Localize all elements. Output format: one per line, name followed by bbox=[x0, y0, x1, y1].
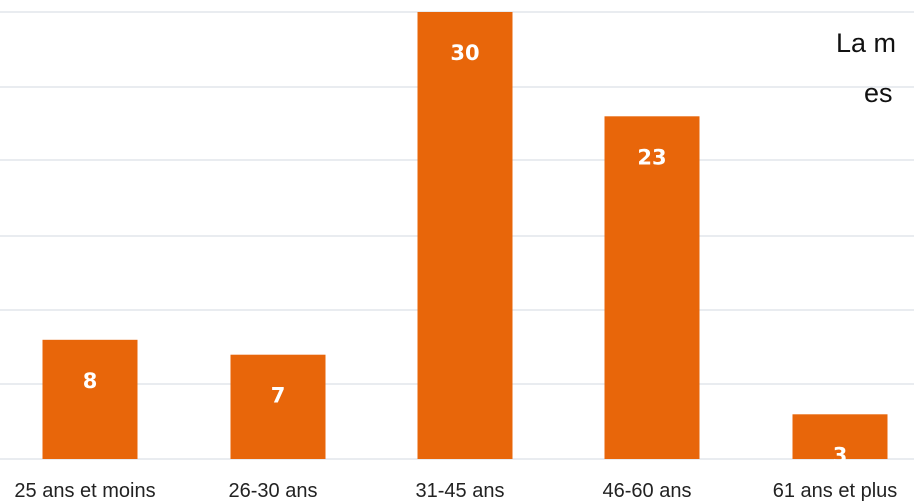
x-tick-label: 61 ans et plus bbox=[773, 480, 898, 502]
x-tick-label: 26-30 ans bbox=[229, 480, 318, 502]
x-tick-label: 46-60 ans bbox=[603, 480, 692, 502]
x-tick-label: 31-45 ans bbox=[416, 480, 505, 502]
data-label: 8 bbox=[83, 369, 98, 393]
bars bbox=[42, 12, 888, 460]
x-tick-label: 25 ans et moins bbox=[14, 480, 155, 502]
overlay-text-line-1: La m bbox=[836, 28, 897, 58]
bar bbox=[792, 414, 888, 459]
data-label: 7 bbox=[271, 384, 286, 408]
x-axis-tick-labels: 25 ans et moins 26-30 ans 31-45 ans 46-60 a… bbox=[14, 480, 897, 502]
bar bbox=[230, 354, 326, 459]
bar bbox=[42, 339, 138, 459]
data-labels: 8 7 30 23 3 bbox=[83, 41, 848, 467]
data-label: 30 bbox=[450, 41, 479, 65]
data-label: 23 bbox=[637, 145, 666, 169]
bar bbox=[417, 12, 513, 459]
overlay-text-line-2: es bbox=[864, 78, 893, 108]
bar bbox=[604, 116, 700, 460]
data-label: 3 bbox=[833, 443, 848, 467]
